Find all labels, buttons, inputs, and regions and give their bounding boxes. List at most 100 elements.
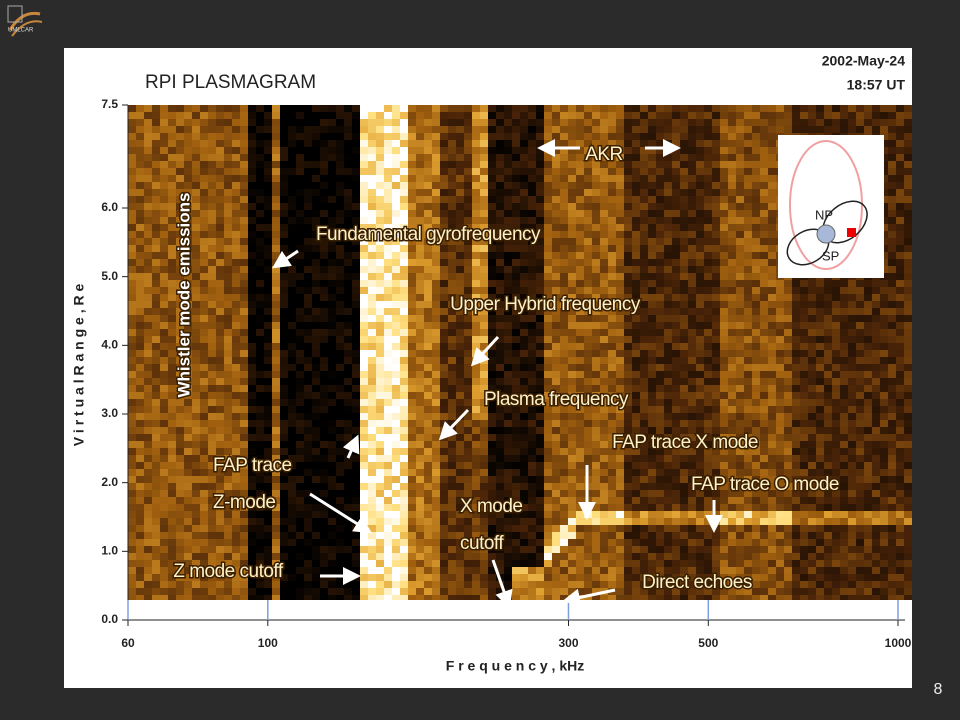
heatmap-cell — [264, 119, 272, 126]
heatmap-cell — [528, 189, 536, 196]
heatmap-cell — [624, 581, 632, 588]
heatmap-cell — [240, 378, 248, 385]
heatmap-cell — [392, 231, 400, 238]
heatmap-cell — [680, 126, 688, 133]
heatmap-cell — [408, 154, 416, 161]
heatmap-cell — [456, 525, 464, 532]
heatmap-cell — [352, 252, 360, 259]
heatmap-cell — [504, 357, 512, 364]
heatmap-cell — [168, 546, 176, 553]
heatmap-cell — [352, 224, 360, 231]
heatmap-cell — [616, 301, 624, 308]
heatmap-cell — [592, 161, 600, 168]
heatmap-cell — [168, 567, 176, 574]
heatmap-cell — [304, 336, 312, 343]
heatmap-cell — [240, 161, 248, 168]
heatmap-cell — [576, 161, 584, 168]
heatmap-cell — [640, 392, 648, 399]
heatmap-cell — [136, 462, 144, 469]
heatmap-cell — [608, 252, 616, 259]
heatmap-cell — [264, 203, 272, 210]
heatmap-cell — [144, 273, 152, 280]
heatmap-cell — [368, 112, 376, 119]
heatmap-cell — [400, 175, 408, 182]
heatmap-cell — [256, 182, 264, 189]
heatmap-cell — [592, 560, 600, 567]
heatmap-cell — [440, 350, 448, 357]
heatmap-cell — [664, 350, 672, 357]
heatmap-cell — [464, 294, 472, 301]
heatmap-cell — [600, 217, 608, 224]
heatmap-cell — [264, 105, 272, 112]
heatmap-cell — [240, 245, 248, 252]
heatmap-cell — [304, 497, 312, 504]
heatmap-cell — [568, 336, 576, 343]
heatmap-cell — [576, 476, 584, 483]
heatmap-cell — [272, 532, 280, 539]
heatmap-cell — [296, 518, 304, 525]
heatmap-cell — [440, 140, 448, 147]
heatmap-cell — [256, 154, 264, 161]
heatmap-cell — [680, 469, 688, 476]
heatmap-cell — [656, 462, 664, 469]
heatmap-cell — [576, 371, 584, 378]
heatmap-cell — [520, 413, 528, 420]
heatmap-cell — [280, 560, 288, 567]
heatmap-cell — [320, 266, 328, 273]
heatmap-cell — [272, 231, 280, 238]
heatmap-cell — [144, 301, 152, 308]
heatmap-cell — [624, 238, 632, 245]
heatmap-cell — [616, 504, 624, 511]
heatmap-cell — [608, 497, 616, 504]
heatmap-cell — [360, 294, 368, 301]
heatmap-cell — [136, 504, 144, 511]
heatmap-cell — [456, 273, 464, 280]
heatmap-cell — [520, 378, 528, 385]
heatmap-cell — [288, 574, 296, 581]
heatmap-cell — [352, 189, 360, 196]
heatmap-cell — [528, 308, 536, 315]
heatmap-cell — [152, 511, 160, 518]
heatmap-cell — [368, 189, 376, 196]
heatmap-cell — [240, 238, 248, 245]
heatmap-cell — [496, 525, 504, 532]
heatmap-cell — [360, 532, 368, 539]
heatmap-cell — [424, 336, 432, 343]
heatmap-cell — [648, 329, 656, 336]
heatmap-cell — [192, 287, 200, 294]
heatmap-cell — [224, 567, 232, 574]
heatmap-cell — [528, 483, 536, 490]
heatmap-cell — [304, 161, 312, 168]
heatmap-cell — [336, 336, 344, 343]
heatmap-cell — [592, 406, 600, 413]
heatmap-cell — [544, 175, 552, 182]
heatmap-cell — [504, 490, 512, 497]
heatmap-cell — [440, 196, 448, 203]
heatmap-cell — [456, 504, 464, 511]
heatmap-cell — [624, 427, 632, 434]
heatmap-cell — [432, 462, 440, 469]
heatmap-cell — [128, 504, 136, 511]
heatmap-cell — [232, 504, 240, 511]
heatmap-cell — [640, 119, 648, 126]
heatmap-cell — [152, 350, 160, 357]
heatmap-cell — [320, 308, 328, 315]
heatmap-cell — [160, 476, 168, 483]
heatmap-cell — [512, 385, 520, 392]
heatmap-cell — [224, 350, 232, 357]
heatmap-cell — [128, 105, 136, 112]
heatmap-cell — [344, 385, 352, 392]
heatmap-cell — [200, 287, 208, 294]
heatmap-cell — [336, 189, 344, 196]
heatmap-cell — [184, 490, 192, 497]
heatmap-cell — [576, 301, 584, 308]
heatmap-cell — [672, 175, 680, 182]
heatmap-cell — [656, 378, 664, 385]
heatmap-cell — [400, 308, 408, 315]
heatmap-cell — [640, 350, 648, 357]
heatmap-cell — [144, 217, 152, 224]
heatmap-cell — [416, 567, 424, 574]
heatmap-cell — [224, 119, 232, 126]
heatmap-cell — [360, 112, 368, 119]
heatmap-cell — [128, 273, 136, 280]
